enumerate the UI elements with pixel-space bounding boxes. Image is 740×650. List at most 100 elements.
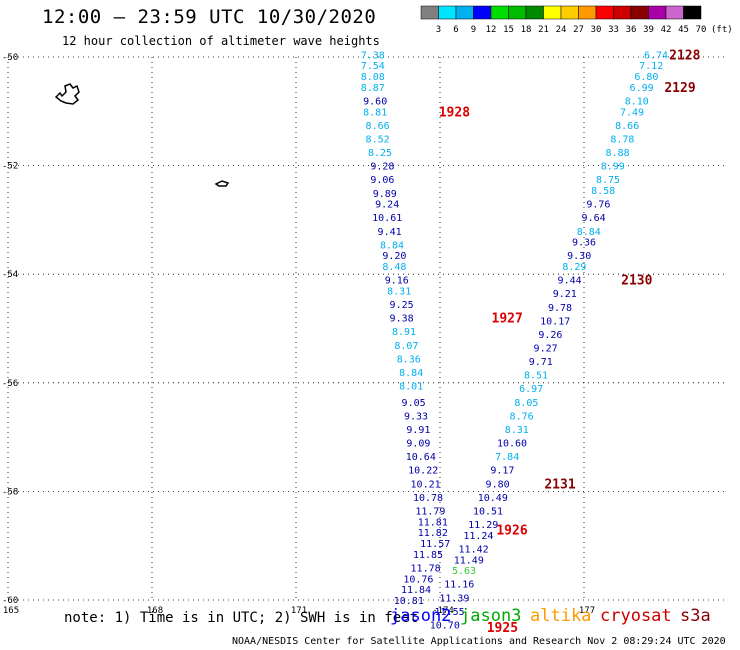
wave-height-label: 11.29 [468, 520, 498, 531]
wave-height-label: 9.20 [382, 251, 406, 262]
color-swatch [683, 5, 702, 20]
pass-time-label: 2131 [544, 477, 575, 492]
y-tick-label: -58 [2, 487, 18, 497]
color-scale-tick: 3 [436, 25, 441, 35]
wave-height-label: 10.21 [411, 479, 441, 490]
color-swatch [420, 5, 439, 20]
pass-time-label: 2128 [669, 48, 700, 63]
color-scale-tick: 24 [556, 25, 567, 35]
wave-height-label: 8.66 [615, 121, 639, 132]
pass-time-label: 1927 [492, 312, 523, 327]
color-swatch [578, 5, 597, 20]
chart-subtitle: 12 hour collection of altimeter wave hei… [62, 34, 380, 48]
color-scale-tick: 15 [503, 25, 514, 35]
wave-height-label: 8.07 [394, 341, 418, 352]
sat-s3a: s3a [680, 606, 711, 626]
wave-height-label: 9.64 [582, 213, 606, 224]
wave-height-label: 10.60 [497, 439, 527, 450]
wave-height-label: 11.49 [454, 555, 484, 566]
wave-height-label: 6.80 [634, 72, 658, 83]
wave-height-label: 11.78 [411, 563, 441, 574]
map-grid: 165 168 171 -174 177 -50 -52 -54 -56 -58 -60 [2, 53, 728, 616]
x-tick-label: 165 [3, 606, 19, 616]
color-scale-tick: 70 [696, 25, 707, 35]
wave-height-label: 11.81 [418, 517, 448, 528]
color-swatch [543, 5, 562, 20]
color-scale-tick: 39 [643, 25, 654, 35]
wave-height-label: 9.36 [572, 238, 596, 249]
wave-height-label: 10.76 [403, 574, 433, 585]
y-tick-label: -60 [2, 596, 18, 606]
wave-height-label: 9.17 [490, 466, 514, 477]
wave-height-label: 9.89 [373, 189, 397, 200]
wave-height-label: 9.27 [534, 344, 558, 355]
wave-height-label: 11.42 [459, 544, 489, 555]
wave-height-label: 11.79 [415, 506, 445, 517]
color-swatch [595, 5, 614, 20]
wave-height-label: 9.91 [406, 425, 430, 436]
wave-height-label: 10.78 [413, 493, 443, 504]
wave-height-points: 7.387.548.088.87 9.608.81 8.66 8.52 8.25 9.28… [361, 50, 668, 631]
wave-height-label: 8.78 [610, 134, 634, 145]
wave-height-label: 8.10 [625, 96, 649, 107]
color-scale-tick: 42 [661, 25, 672, 35]
wave-height-label: 10.61 [372, 213, 402, 224]
color-swatch [525, 5, 544, 20]
wave-height-label: 7.38 [361, 50, 385, 61]
color-scale-tick: 27 [573, 25, 584, 35]
wave-height-label: 9.78 [548, 303, 572, 314]
island-shape [54, 83, 80, 105]
footer-credit: NOAA/NESDIS Center for Satellite Applica… [232, 636, 726, 647]
wave-height-label: 11.85 [413, 550, 443, 561]
wave-height-label: 6.74 [644, 50, 668, 61]
wave-height-label: 6.99 [630, 83, 654, 94]
wave-height-label: 11.24 [463, 531, 493, 542]
wave-height-label: 9.26 [538, 330, 562, 341]
color-swatch [438, 5, 457, 20]
island-shape [214, 180, 230, 187]
wave-height-label: 8.84 [380, 240, 404, 251]
x-tick-label: -174 [432, 606, 454, 616]
y-tick-label: -50 [2, 53, 18, 63]
x-tick-label: 171 [291, 606, 307, 616]
sat-jason3: jason3 [460, 606, 522, 626]
wave-height-label: 7.49 [620, 107, 644, 118]
y-tick-label: -56 [2, 379, 18, 389]
wave-height-label: 8.08 [361, 72, 385, 83]
wave-height-label: 8.88 [606, 148, 630, 159]
wave-height-label: 6.97 [519, 384, 543, 395]
wave-height-label: 9.33 [404, 411, 428, 422]
wave-height-label: 7.12 [639, 61, 663, 72]
wave-height-label: 11.16 [444, 580, 474, 591]
color-scale-tick: 9 [471, 25, 476, 35]
pass-time-label: 1928 [439, 105, 470, 120]
pass-time-label: 2129 [664, 81, 695, 96]
wave-height-label: 9.24 [375, 200, 399, 211]
wave-height-label: 8.25 [368, 148, 392, 159]
color-scale-tick: 30 [591, 25, 602, 35]
color-scale-tick: 21 [538, 25, 549, 35]
wave-height-label: 9.21 [553, 289, 577, 300]
pass-time-label: 2130 [621, 274, 652, 289]
wave-height-label: 10.64 [406, 452, 436, 463]
color-swatch [630, 5, 649, 20]
color-swatch [508, 5, 527, 20]
y-tick-label: -52 [2, 162, 18, 172]
wave-height-label: 9.38 [390, 314, 414, 325]
color-scale-tick: 33 [608, 25, 619, 35]
wave-height-label: 8.75 [596, 175, 620, 186]
wave-height-label: 11.57 [420, 539, 450, 550]
color-scale-tick: 12 [486, 25, 497, 35]
wave-height-label: 9.28 [370, 162, 394, 173]
wave-height-label: 10.51 [473, 506, 503, 517]
color-swatch [648, 5, 667, 20]
wave-height-label: 7.54 [361, 61, 385, 72]
wave-height-label: 9.09 [406, 439, 430, 450]
wave-height-label: 8.48 [382, 262, 406, 273]
color-swatch [490, 5, 509, 20]
color-swatch [560, 5, 579, 20]
wave-height-label: 8.81 [363, 107, 387, 118]
wave-height-label: 8.51 [524, 371, 548, 382]
pass-time-label: 1926 [496, 523, 527, 538]
wave-height-label: 9.80 [486, 479, 510, 490]
